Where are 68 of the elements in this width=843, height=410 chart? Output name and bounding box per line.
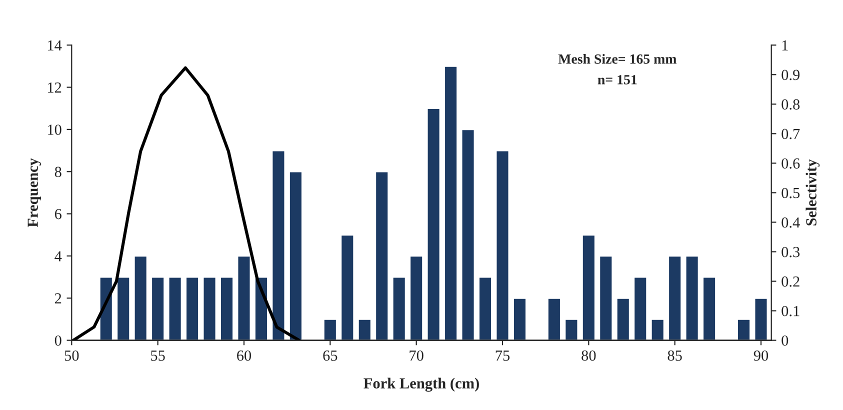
x-tick-label: 65 xyxy=(323,350,338,361)
bar xyxy=(392,276,406,340)
annotation: n= 151 xyxy=(598,75,637,84)
bar xyxy=(236,255,252,340)
bar xyxy=(616,297,630,340)
y2-tick-label: 0.7 xyxy=(782,128,800,140)
bar xyxy=(357,318,372,340)
bar xyxy=(426,108,441,340)
y-tick-label: 2 xyxy=(54,293,62,304)
x-tick-label: 50 xyxy=(64,350,79,361)
x-tick-label: 55 xyxy=(151,350,165,361)
bar xyxy=(736,318,751,340)
bar xyxy=(288,170,303,340)
bar xyxy=(633,276,648,340)
y2-tick-label: 0.9 xyxy=(782,70,800,80)
bar xyxy=(460,128,476,340)
y-tick-label: 6 xyxy=(54,208,62,220)
y2-tick-label: 0.5 xyxy=(782,188,800,198)
y2-tick-label: 0 xyxy=(782,335,788,346)
y2-tick-label: 0.4 xyxy=(782,217,800,228)
annotation: Mesh Size= 165 mm xyxy=(558,54,676,64)
bar xyxy=(598,255,614,340)
x-tick-label: 60 xyxy=(237,350,252,361)
bar xyxy=(547,297,562,340)
bar xyxy=(754,297,768,340)
bar xyxy=(650,318,665,340)
bar xyxy=(478,276,492,340)
bar xyxy=(185,276,200,340)
bar xyxy=(116,276,131,340)
y-tick-label: 10 xyxy=(48,124,62,135)
x-tick-label: 90 xyxy=(754,350,768,361)
x-axis-title: Fork Length (cm) xyxy=(364,378,479,392)
y-axis-title: Frequency xyxy=(28,158,42,228)
x-tick-label: 85 xyxy=(668,350,682,361)
bar xyxy=(409,255,424,340)
bar xyxy=(582,234,596,340)
x-tick-label: 70 xyxy=(410,350,424,361)
bar xyxy=(564,318,579,340)
bar xyxy=(684,255,700,340)
bar xyxy=(512,297,527,340)
y2-tick-label: 0.1 xyxy=(782,306,800,316)
bar xyxy=(202,276,217,340)
y-tick-label: 14 xyxy=(48,40,62,50)
bar xyxy=(133,255,148,340)
y2-tick-label: 0.3 xyxy=(782,246,800,258)
y-tick-label: 4 xyxy=(54,251,62,262)
x-tick-label: 75 xyxy=(496,350,510,361)
y2-tick-label: 0.6 xyxy=(782,158,800,169)
y2-tick-label: 0.2 xyxy=(782,276,800,287)
bar xyxy=(271,150,286,340)
bar xyxy=(150,276,165,340)
line-series xyxy=(72,66,301,340)
bar xyxy=(495,150,510,340)
bar xyxy=(168,276,182,340)
bar xyxy=(702,276,716,340)
y-tick-label: 8 xyxy=(54,166,62,178)
bar xyxy=(340,234,355,340)
y2-tick-label: 0.8 xyxy=(782,99,800,110)
y-tick-label: 0 xyxy=(54,335,62,346)
bar xyxy=(323,318,338,340)
bar xyxy=(444,65,458,340)
bar xyxy=(220,276,234,340)
y2-tick-label: 1 xyxy=(782,40,788,50)
y-tick-label: 12 xyxy=(48,82,62,93)
x-tick-label: 80 xyxy=(582,350,596,361)
bar xyxy=(374,170,390,340)
bar xyxy=(668,255,682,340)
y2-axis-title: Selectivity xyxy=(806,159,820,226)
